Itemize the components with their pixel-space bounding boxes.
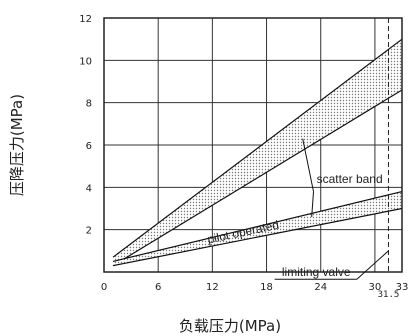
x-tick-label-5: 30 <box>369 282 382 293</box>
leader-line-upper <box>302 138 314 192</box>
band-0-upper-edge <box>112 38 403 258</box>
leader-line-limiting <box>356 250 389 280</box>
x-tick-label-3: 18 <box>260 282 273 293</box>
band-0-lower-edge <box>112 89 403 267</box>
x-tick-label-0: 0 <box>101 282 107 293</box>
band-1-lower-edge <box>112 207 403 267</box>
y-tick-label-5: 12 <box>79 14 92 25</box>
x-tick-label-4: 24 <box>314 282 327 293</box>
x-tick-label-1: 6 <box>155 282 161 293</box>
plot-frame <box>103 17 403 273</box>
x-tick-label-2: 12 <box>206 282 219 293</box>
annotation-label-2: limiting valve <box>282 265 351 279</box>
x-tick-label-6: 33 <box>396 282 409 293</box>
band-0 <box>113 39 402 266</box>
leader-line-lower <box>311 191 315 218</box>
annotation-label-0: scatter band <box>317 172 383 186</box>
y-tick-label-2: 6 <box>86 141 92 152</box>
reference-line-label: 31.5 <box>378 290 400 300</box>
y-tick-label-4: 10 <box>79 56 92 67</box>
band-1-upper-edge <box>112 190 403 262</box>
annotation-label-1: pilot operated <box>206 218 280 247</box>
bands <box>112 38 403 267</box>
x-axis-label: 负载压力(MPa) <box>179 317 281 335</box>
y-axis-label: 压降压力(MPa) <box>8 94 26 196</box>
y-tick-label-3: 8 <box>86 99 92 110</box>
y-tick-label-1: 4 <box>86 183 92 194</box>
plot-border <box>103 17 403 273</box>
reference-line-group: 31.5 <box>378 18 400 300</box>
band-1 <box>113 191 402 266</box>
y-tick-label-0: 2 <box>86 226 92 237</box>
